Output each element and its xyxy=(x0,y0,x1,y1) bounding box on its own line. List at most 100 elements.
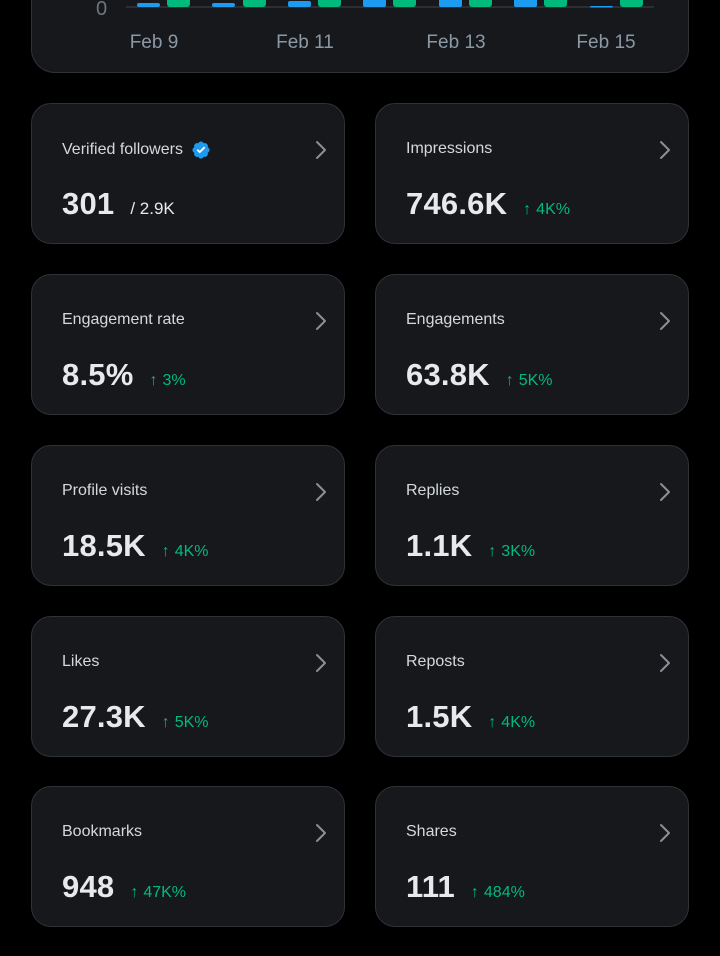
stat-card[interactable]: Bookmarks 948 ↑ 47K% xyxy=(31,786,345,927)
arrow-up-icon: ↑ xyxy=(488,543,497,560)
chevron-right-icon xyxy=(658,309,672,333)
stat-title: Replies xyxy=(406,482,460,499)
stat-card[interactable]: Shares 111 ↑ 484% xyxy=(375,786,689,927)
stat-title: Impressions xyxy=(406,140,493,157)
stat-change: ↑ 4K% xyxy=(162,543,209,561)
bar-green xyxy=(243,0,266,7)
bar-blue xyxy=(288,1,311,7)
stat-change: ↑ 484% xyxy=(471,884,525,902)
chevron-right-icon xyxy=(314,651,328,675)
stat-card[interactable]: Reposts 1.5K ↑ 4K% xyxy=(375,616,689,757)
bar-blue xyxy=(137,3,160,7)
stat-title: Shares xyxy=(406,823,457,840)
bar-blue xyxy=(439,0,462,7)
stat-change-value: 3% xyxy=(162,372,186,389)
stat-title-row: Impressions xyxy=(406,140,492,158)
stat-change-value: 5K% xyxy=(518,372,553,389)
chevron-right-icon xyxy=(314,138,328,162)
stat-title-row: Verified followers xyxy=(62,140,211,160)
stat-value: 1.5K xyxy=(406,699,473,734)
stat-title: Profile visits xyxy=(62,482,148,499)
stat-title: Verified followers xyxy=(62,141,183,158)
arrow-up-icon: ↑ xyxy=(161,543,170,560)
stat-title-row: Profile visits xyxy=(62,482,147,500)
stat-card[interactable]: Likes 27.3K ↑ 5K% xyxy=(31,616,345,757)
stat-card[interactable]: Impressions 746.6K ↑ 4K% xyxy=(375,103,689,244)
arrow-up-icon: ↑ xyxy=(523,201,532,218)
stat-total: / 2.9K xyxy=(130,199,175,218)
stat-change-value: 484% xyxy=(483,884,525,901)
stat-card[interactable]: Engagement rate 8.5% ↑ 3% xyxy=(31,274,345,415)
stat-title: Likes xyxy=(62,653,100,670)
stat-value: 948 xyxy=(62,869,115,904)
stat-value: 301 xyxy=(62,186,115,221)
stat-change-value: 4K% xyxy=(174,543,209,560)
bar-blue xyxy=(212,3,235,7)
bar-green xyxy=(469,0,492,7)
verified-badge-icon xyxy=(191,140,211,160)
bar-green xyxy=(620,0,643,7)
stat-value: 63.8K xyxy=(406,357,490,392)
stat-value: 8.5% xyxy=(62,357,134,392)
bar-blue xyxy=(514,0,537,7)
stat-title: Reposts xyxy=(406,653,465,670)
stat-title-row: Engagements xyxy=(406,311,505,329)
stat-value-row: 63.8K ↑ 5K% xyxy=(406,357,553,393)
stat-card[interactable]: Verified followers 301 / 2.9K xyxy=(31,103,345,244)
bar-blue xyxy=(363,0,386,7)
stat-title: Engagements xyxy=(406,311,505,328)
x-tick-label: Feb 15 xyxy=(576,32,635,53)
stat-value: 111 xyxy=(406,869,455,904)
bar-green xyxy=(318,0,341,7)
arrow-up-icon: ↑ xyxy=(161,714,170,731)
stat-value: 1.1K xyxy=(406,528,473,563)
stat-title-row: Likes xyxy=(62,653,99,671)
stat-title-row: Engagement rate xyxy=(62,311,185,329)
chevron-right-icon xyxy=(314,309,328,333)
chevron-right-icon xyxy=(314,821,328,845)
stat-change: ↑ 3% xyxy=(149,372,185,390)
bar-chart: 0 Feb 9 Feb 11 Feb 13 Feb 15 xyxy=(96,0,654,53)
chevron-right-icon xyxy=(658,138,672,162)
stat-value-row: 27.3K ↑ 5K% xyxy=(62,699,209,735)
chevron-right-icon xyxy=(658,480,672,504)
chart-bars xyxy=(137,0,643,8)
bar-blue xyxy=(590,6,613,8)
stat-change: ↑ 4K% xyxy=(523,201,570,219)
stat-title: Engagement rate xyxy=(62,311,185,328)
arrow-up-icon: ↑ xyxy=(505,372,514,389)
stat-value-row: 111 ↑ 484% xyxy=(406,869,525,905)
stat-value-row: 1.5K ↑ 4K% xyxy=(406,699,535,735)
stat-card[interactable]: Profile visits 18.5K ↑ 4K% xyxy=(31,445,345,586)
chevron-right-icon xyxy=(658,821,672,845)
stat-value-row: 948 ↑ 47K% xyxy=(62,869,186,905)
stat-change-value: 3K% xyxy=(501,543,536,560)
stat-change: ↑ 5K% xyxy=(506,372,553,390)
stat-card[interactable]: Engagements 63.8K ↑ 5K% xyxy=(375,274,689,415)
y-axis-zero-label: 0 xyxy=(96,0,107,20)
arrow-up-icon: ↑ xyxy=(488,714,497,731)
chart-card xyxy=(31,0,689,73)
stat-value-row: 8.5% ↑ 3% xyxy=(62,357,186,393)
chevron-right-icon xyxy=(314,480,328,504)
stat-title-row: Bookmarks xyxy=(62,823,142,841)
stat-title-row: Shares xyxy=(406,823,457,841)
stat-card[interactable]: Replies 1.1K ↑ 3K% xyxy=(375,445,689,586)
arrow-up-icon: ↑ xyxy=(130,884,139,901)
stat-change: ↑ 5K% xyxy=(162,714,209,732)
stat-value-row: 1.1K ↑ 3K% xyxy=(406,528,535,564)
x-tick-label: Feb 13 xyxy=(426,32,485,53)
stat-change: ↑ 3K% xyxy=(488,543,535,561)
stat-title-row: Reposts xyxy=(406,653,465,671)
stat-title: Bookmarks xyxy=(62,823,143,840)
stat-change-value: 5K% xyxy=(174,714,209,731)
stat-value: 746.6K xyxy=(406,186,508,221)
stat-change: ↑ 4K% xyxy=(488,714,535,732)
arrow-up-icon: ↑ xyxy=(149,372,158,389)
bar-green xyxy=(544,0,567,7)
bar-green xyxy=(167,0,190,7)
bar-green xyxy=(393,0,416,7)
stat-value-row: 301 / 2.9K xyxy=(62,186,175,222)
stat-change-value: 4K% xyxy=(501,714,536,731)
chevron-right-icon xyxy=(658,651,672,675)
